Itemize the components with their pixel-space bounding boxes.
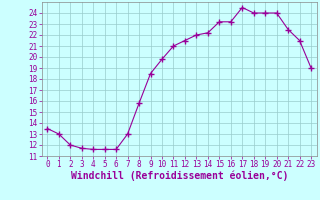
X-axis label: Windchill (Refroidissement éolien,°C): Windchill (Refroidissement éolien,°C) [70,171,288,181]
